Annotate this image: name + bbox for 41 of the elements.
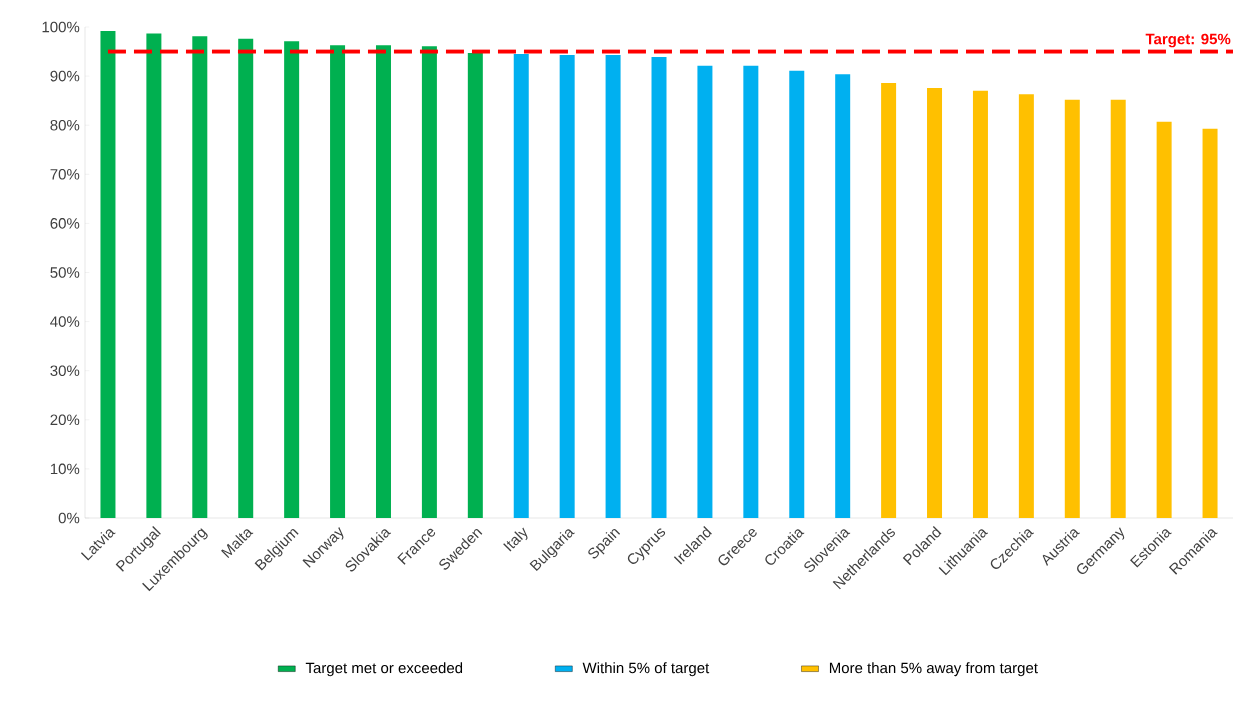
bar — [421, 46, 437, 518]
bar — [881, 82, 897, 518]
bar — [467, 53, 483, 518]
bar — [146, 33, 162, 518]
y-tick-label: 0% — [58, 512, 80, 524]
bar — [789, 70, 805, 518]
y-tick-label: 30% — [50, 365, 80, 377]
bar — [1156, 121, 1172, 518]
y-tick-label: 60% — [50, 218, 80, 229]
bar — [605, 54, 621, 518]
y-tick-label: 20% — [50, 414, 80, 426]
bar — [100, 30, 116, 518]
bar — [513, 54, 529, 518]
bar — [1110, 99, 1126, 518]
legend-label: Target met or exceeded — [305, 662, 463, 677]
ref-line-label: Target: 95% — [1145, 33, 1231, 48]
bar — [697, 65, 713, 518]
bar — [927, 87, 943, 518]
y-tick-label: 100% — [42, 21, 80, 33]
y-tick-label: 80% — [50, 119, 80, 131]
bar — [192, 36, 208, 518]
y-tick-label: 70% — [50, 168, 80, 180]
bar — [1202, 128, 1218, 518]
bar — [651, 56, 667, 518]
legend-label: More than 5% away from target — [829, 662, 1038, 677]
bar — [375, 45, 391, 518]
bar — [330, 45, 346, 518]
bar — [1018, 94, 1034, 518]
y-tick-label: 40% — [50, 316, 80, 327]
bar — [284, 41, 300, 518]
bar — [1064, 99, 1080, 518]
bar — [972, 90, 988, 518]
y-tick-label: 10% — [50, 463, 80, 475]
legend-label: Within 5% of target — [582, 662, 710, 677]
bar — [559, 54, 575, 518]
y-tick-label: 90% — [50, 70, 80, 82]
bar — [238, 38, 254, 518]
x-tick-label: Italy — [503, 527, 528, 552]
y-tick-label: 50% — [50, 267, 80, 278]
bar — [835, 74, 851, 518]
bar — [743, 65, 759, 518]
